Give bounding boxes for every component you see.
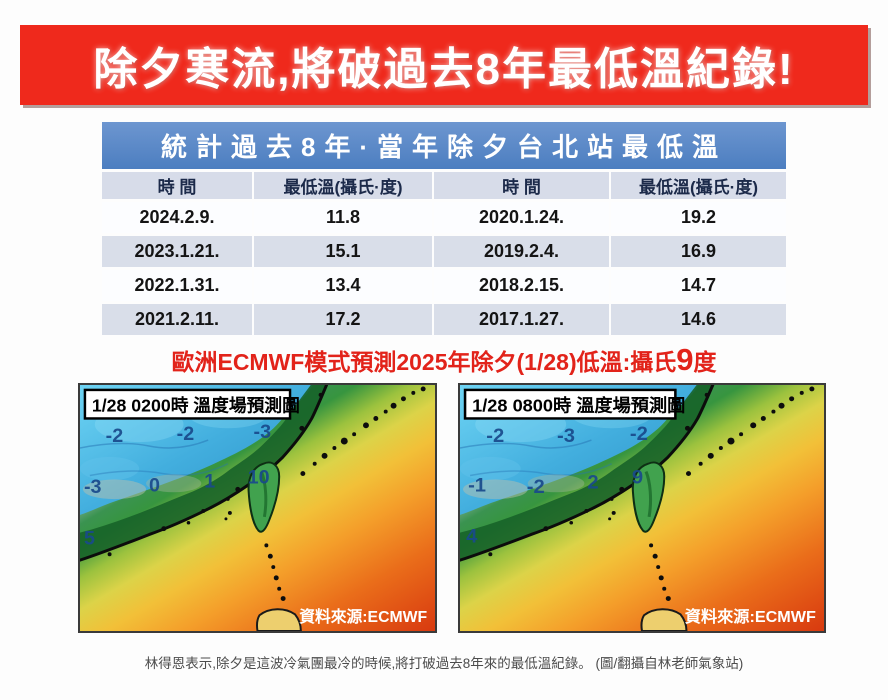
snow-zone-patch xyxy=(146,474,202,493)
isotherm-contour xyxy=(469,463,613,477)
forecast-line: 歐洲ECMWF模式預測2025年除夕(1/28)低溫:攝氏9度 xyxy=(0,342,888,378)
map-source-credit: 資料來源:ECMWF xyxy=(299,607,427,626)
table-row: 2024.2.9. 11.8 2020.1.24. 19.2 xyxy=(102,202,786,233)
coastal-land-band xyxy=(460,385,713,561)
headline-text: 除夕寒流,將破過去8年最低溫紀錄! xyxy=(93,45,795,94)
temp-label: -3 xyxy=(557,425,575,447)
forecast-maps: 1/28 0200時 溫度場預測圖 資料來源:ECMWF -2 -2 -3 -3 0 1 1… xyxy=(78,383,826,633)
temp-label: -2 xyxy=(106,425,124,447)
weather-map-svg: 1/28 0200時 溫度場預測圖 資料來源:ECMWF -2 -2 -3 -3 0 1 1… xyxy=(80,385,435,631)
cold-patch xyxy=(80,456,140,481)
taiwan-mountain-ridge xyxy=(260,471,268,518)
snow-zone-patch xyxy=(82,479,147,500)
table-title: 統計過去8年·當年除夕台北站最低溫 xyxy=(102,122,786,169)
china-coastline xyxy=(460,385,715,562)
map-title: 1/28 0200時 溫度場預測圖 xyxy=(92,395,300,416)
temp-label: -2 xyxy=(527,476,545,498)
table-cell: 17.2 xyxy=(254,304,432,335)
table-cell: 2024.2.9. xyxy=(102,202,252,233)
batanes-island-dots xyxy=(224,510,286,601)
taiwan-mountain-ridge xyxy=(644,471,653,518)
table-header-cell: 最低溫(攝氏·度) xyxy=(254,172,432,199)
taiwan-island xyxy=(247,461,281,533)
batanes-island-dots xyxy=(608,510,671,601)
temp-label: 1 xyxy=(204,470,215,492)
temp-label: 10 xyxy=(248,466,270,488)
isotherm-contour xyxy=(460,439,592,449)
photo-caption: 林得恩表示,除夕是這波冷氣團最冷的時候,將打破過去8年來的最低溫紀錄。 (圖/翻… xyxy=(144,656,744,671)
headline-banner: 除夕寒流,將破過去8年最低溫紀錄! xyxy=(20,25,868,105)
table-header-cell: 時 間 xyxy=(102,172,252,199)
temp-label: 0 xyxy=(149,474,160,496)
table-body: 2024.2.9. 11.8 2020.1.24. 19.2 2023.1.21. 15.… xyxy=(102,202,786,335)
forecast-suffix: 度 xyxy=(693,349,717,375)
temp-label: 2 xyxy=(587,472,598,494)
table-header-row: 時 間 最低溫(攝氏·度) 時 間 最低溫(攝氏·度) xyxy=(102,172,786,199)
table-cell: 2021.2.11. xyxy=(102,304,252,335)
cold-patch xyxy=(460,456,521,481)
map-0800: 1/28 0800時 溫度場預測圖 資料來源:ECMWF -2 -3 -2 -1 -2 2… xyxy=(458,383,826,633)
table-row: 2022.1.31. 13.4 2018.2.15. 14.7 xyxy=(102,270,786,301)
china-coastline xyxy=(80,385,329,562)
coastal-land-band xyxy=(80,385,327,561)
stats-table: 統計過去8年·當年除夕台北站最低溫 時 間 最低溫(攝氏·度) 時 間 最低溫(… xyxy=(102,122,786,338)
table-cell: 15.1 xyxy=(254,236,432,267)
temp-label: -3 xyxy=(84,476,102,498)
temp-label: -1 xyxy=(468,475,486,497)
luzon-island xyxy=(640,608,688,631)
ryukyu-island-chain xyxy=(685,386,815,477)
table-cell: 2023.1.21. xyxy=(102,236,252,267)
taiwan-island xyxy=(631,461,666,533)
snow-zone-patch xyxy=(527,474,585,493)
weather-map-svg: 1/28 0800時 溫度場預測圖 資料來源:ECMWF -2 -3 -2 -1 -2 2… xyxy=(460,385,824,631)
temp-label: 9 xyxy=(632,467,643,489)
table-header-cell: 時 間 xyxy=(434,172,609,199)
temp-label: 5 xyxy=(84,527,95,549)
table-cell: 14.7 xyxy=(611,270,786,301)
isotherm-contour xyxy=(89,463,229,477)
temp-label: -2 xyxy=(630,423,648,445)
table-cell: 2022.1.31. xyxy=(102,270,252,301)
table-cell: 2018.2.15. xyxy=(434,270,609,301)
ryukyu-island-chain xyxy=(300,386,426,477)
temp-label: -3 xyxy=(254,421,272,443)
table-cell: 19.2 xyxy=(611,202,786,233)
table-header-cell: 最低溫(攝氏·度) xyxy=(611,172,786,199)
table-cell: 14.6 xyxy=(611,304,786,335)
luzon-island xyxy=(255,608,302,631)
forecast-prefix: 歐洲ECMWF模式預測2025年除夕(1/28)低溫:攝氏 xyxy=(171,349,677,375)
isotherm-contour xyxy=(80,439,209,449)
temp-label: -2 xyxy=(486,425,504,447)
forecast-value: 9 xyxy=(676,342,694,377)
snow-zone-patch xyxy=(463,479,528,500)
map-title: 1/28 0800時 溫度場預測圖 xyxy=(472,395,685,416)
map-title-box xyxy=(83,388,292,420)
table-cell: 16.9 xyxy=(611,236,786,267)
table-cell: 11.8 xyxy=(254,202,432,233)
table-cell: 2019.2.4. xyxy=(434,236,609,267)
map-source-credit: 資料來源:ECMWF xyxy=(685,607,816,626)
temp-label: -2 xyxy=(177,423,195,445)
table-cell: 2020.1.24. xyxy=(434,202,609,233)
table-cell: 13.4 xyxy=(254,270,432,301)
table-row: 2023.1.21. 15.1 2019.2.4. 16.9 xyxy=(102,236,786,267)
table-cell: 2017.1.27. xyxy=(434,304,609,335)
table-row: 2021.2.11. 17.2 2017.1.27. 14.6 xyxy=(102,304,786,335)
map-title-box xyxy=(463,388,677,420)
map-0200: 1/28 0200時 溫度場預測圖 資料來源:ECMWF -2 -2 -3 -3 0 1 1… xyxy=(78,383,437,633)
temp-label: 4 xyxy=(466,526,477,548)
